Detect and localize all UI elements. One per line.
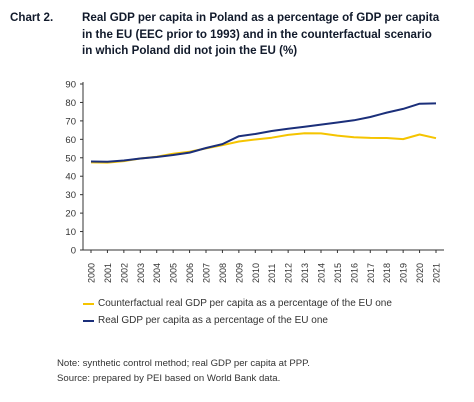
legend-item-counterfactual: Counterfactual real GDP per capita as a … xyxy=(83,295,392,312)
title-line-1: Chart 2. Real GDP per capita in Poland a… xyxy=(10,10,470,27)
x-tick-label: 2006 xyxy=(185,263,195,283)
y-tick-label: 60 xyxy=(65,135,76,146)
x-tick-label: 2002 xyxy=(119,263,129,283)
x-tick-label: 2009 xyxy=(234,263,244,283)
legend-label-counterfactual: Counterfactual real GDP per capita as a … xyxy=(98,298,392,309)
x-tick-label: 2003 xyxy=(136,263,146,283)
x-tick-label: 2008 xyxy=(218,263,228,283)
chart-legend: Counterfactual real GDP per capita as a … xyxy=(83,295,392,329)
y-tick-label: 90 xyxy=(65,80,76,91)
title-text-line-1: Real GDP per capita in Poland as a perce… xyxy=(82,11,440,24)
legend-item-actual: Real GDP per capita as a percentage of t… xyxy=(83,312,392,329)
x-tick-label: 2018 xyxy=(382,263,392,283)
x-tick-label: 2010 xyxy=(251,263,261,283)
x-tick-label: 2013 xyxy=(300,263,310,283)
y-axis: 0 10 20 30 40 50 60 70 80 90 xyxy=(65,80,84,257)
x-axis: 2000 2001 2002 2003 2004 2005 2006 2007 2008 2009… xyxy=(83,249,444,283)
x-tick-label: 2017 xyxy=(366,263,376,283)
x-tick-label: 2016 xyxy=(349,263,359,283)
x-tick-label: 2015 xyxy=(333,263,343,283)
title-line-2: in the EU (EEC prior to 1993) and in the… xyxy=(10,27,470,44)
title-line-3: in which Poland did not join the EU (%) xyxy=(10,43,470,60)
x-tick-label: 2021 xyxy=(432,263,442,283)
chart-number: Chart 2. xyxy=(10,11,54,24)
x-tick-label: 2019 xyxy=(399,263,409,283)
chart-notes: Note: synthetic control method; real GDP… xyxy=(57,357,310,386)
x-tick-label: 2001 xyxy=(103,263,113,283)
source-text: Source: prepared by PEI based on World B… xyxy=(57,372,281,384)
note-text: Note: synthetic control method; real GDP… xyxy=(57,358,310,369)
y-tick-label: 0 xyxy=(71,246,76,257)
series-line-actual xyxy=(90,102,437,163)
y-tick-label: 40 xyxy=(65,172,76,183)
x-tick-label: 2020 xyxy=(415,263,425,283)
y-tick-label: 80 xyxy=(65,98,76,109)
legend-swatch-actual xyxy=(83,319,94,322)
y-tick-label: 30 xyxy=(65,190,76,201)
y-tick-label: 50 xyxy=(65,153,76,164)
x-tick-label: 2012 xyxy=(284,263,294,283)
chart-title: Chart 2. Real GDP per capita in Poland a… xyxy=(10,10,470,60)
x-tick-label: 2007 xyxy=(202,263,212,283)
y-tick-label: 20 xyxy=(65,209,76,220)
x-tick-label: 2005 xyxy=(169,263,179,283)
title-text-line-3: in which Poland did not join the EU (%) xyxy=(82,44,298,57)
x-tick-label: 2000 xyxy=(87,263,97,283)
series-layer xyxy=(90,102,437,164)
legend-swatch-counterfactual xyxy=(83,302,94,305)
y-tick-label: 70 xyxy=(65,116,76,127)
x-tick-label: 2011 xyxy=(267,264,277,283)
x-tick-label: 2004 xyxy=(152,263,162,283)
legend-label-actual: Real GDP per capita as a percentage of t… xyxy=(98,315,328,326)
title-text-line-2: in the EU (EEC prior to 1993) and in the… xyxy=(82,27,432,41)
x-tick-label: 2014 xyxy=(317,263,327,283)
y-tick-label: 10 xyxy=(65,227,76,238)
